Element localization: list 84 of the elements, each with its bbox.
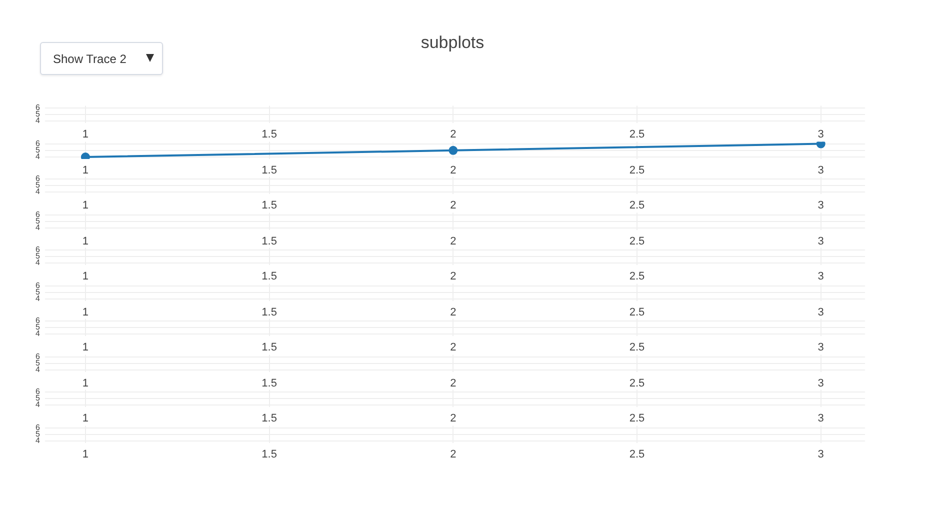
x-tick-label: 1 xyxy=(82,342,89,354)
y-tick-label: 5 xyxy=(36,252,41,261)
x-tick-label: 2 xyxy=(450,235,456,248)
y-tick-label: 6 xyxy=(36,244,41,254)
y-tick-label: 4 xyxy=(36,364,41,374)
x-tick-label: 2.5 xyxy=(629,377,645,390)
x-tick-label: 1.5 xyxy=(262,128,277,141)
x-tick-label: 1.5 xyxy=(262,270,277,283)
x-tick-label: 2.5 xyxy=(629,412,645,425)
x-tick-label: 1 xyxy=(82,164,89,176)
text: Show Trace 2 xyxy=(53,52,126,66)
x-tick-label: 2 xyxy=(450,128,456,141)
y-tick-label: 5 xyxy=(36,287,41,296)
y-tick-label: 4 xyxy=(36,436,41,445)
y-tick-label: 5 xyxy=(36,110,41,119)
y-tick-label: 4 xyxy=(36,400,41,410)
x-tick-label: 3 xyxy=(818,412,824,425)
y-tick-label: 6 xyxy=(36,209,41,218)
y-tick-label: 6 xyxy=(36,280,41,290)
x-tick-label: 1.5 xyxy=(262,448,277,460)
point xyxy=(816,141,826,148)
x-tick-label: 2 xyxy=(450,306,456,318)
y-tick-label: 6 xyxy=(36,386,41,396)
x-tick-label: 3 xyxy=(818,270,824,283)
x-tick-label: 2 xyxy=(450,200,456,212)
x-tick-label: 1.5 xyxy=(262,412,277,425)
y-tick-label: 6 xyxy=(36,138,41,148)
x-tick-label: 1.5 xyxy=(262,235,277,248)
x-tick-label: 2.5 xyxy=(629,128,645,141)
x-tick-label: 2.5 xyxy=(629,306,645,318)
y-tick-label: 6 xyxy=(36,351,41,360)
x-tick-label: 2.5 xyxy=(629,342,645,354)
y-tick-label: 5 xyxy=(36,358,41,368)
x-tick-label: 1 xyxy=(82,377,89,390)
x-tick-label: 1 xyxy=(82,128,89,141)
y-tick-label: 4 xyxy=(36,294,41,303)
x-tick-label: 2 xyxy=(450,342,456,354)
x-tick-label: 3 xyxy=(818,306,824,318)
x-tick-label: 3 xyxy=(818,377,824,390)
x-tick-label: 1.5 xyxy=(262,342,277,354)
y-tick-label: 6 xyxy=(36,422,41,432)
y-tick-label: 4 xyxy=(36,222,41,232)
y-tick-label: 6 xyxy=(36,174,41,183)
x-tick-label: 3 xyxy=(818,235,824,248)
x-tick-label: 1 xyxy=(82,412,89,425)
x-tick-label: 1.5 xyxy=(262,164,277,176)
x-tick-label: 2 xyxy=(450,270,456,283)
x-tick-label: 1 xyxy=(82,235,89,248)
y-tick-label: 4 xyxy=(36,329,41,338)
x-tick-label: 1 xyxy=(82,270,89,283)
y-tick-label: 5 xyxy=(36,322,41,332)
y-tick-label: 6 xyxy=(36,102,41,112)
x-tick-label: 1.5 xyxy=(262,377,277,390)
x-tick-label: 2 xyxy=(450,412,456,425)
y-tick-label: 5 xyxy=(36,145,41,154)
x-tick-label: 1 xyxy=(82,448,89,460)
y-tick-label: 5 xyxy=(36,216,41,226)
x-tick-label: 3 xyxy=(818,128,824,141)
chart-title: subplots xyxy=(420,33,486,53)
x-tick-label: 3 xyxy=(818,200,824,212)
y-tick-label: 4 xyxy=(36,116,41,126)
x-tick-label: 2.5 xyxy=(629,235,645,248)
y-tick-label: 5 xyxy=(36,429,41,438)
x-tick-label: 3 xyxy=(818,448,824,460)
x-tick-label: 1.5 xyxy=(262,200,277,212)
y-tick-label: 5 xyxy=(36,394,41,403)
x-tick-label: 2 xyxy=(450,164,456,176)
point xyxy=(448,145,458,154)
x-tick-label: 2.5 xyxy=(629,270,645,283)
x-tick-label: 3 xyxy=(818,164,824,176)
y-tick-label: 4 xyxy=(36,152,41,161)
y-tick-label: 4 xyxy=(36,258,41,268)
x-tick-label: 1.5 xyxy=(262,306,277,318)
y-tick-label: 5 xyxy=(36,180,41,190)
x-tick-label: 2.5 xyxy=(629,200,645,212)
x-tick-label: 1 xyxy=(82,306,89,318)
x-tick-label: 3 xyxy=(818,342,824,354)
y-tick-label: 4 xyxy=(36,187,41,196)
y-tick-label: 6 xyxy=(36,316,41,325)
x-tick-label: 2.5 xyxy=(629,164,645,176)
x-tick-label: 2.5 xyxy=(629,448,645,460)
x-tick-label: 1 xyxy=(82,200,89,212)
x-tick-label: 2 xyxy=(450,448,456,460)
x-tick-label: 2 xyxy=(450,377,456,390)
